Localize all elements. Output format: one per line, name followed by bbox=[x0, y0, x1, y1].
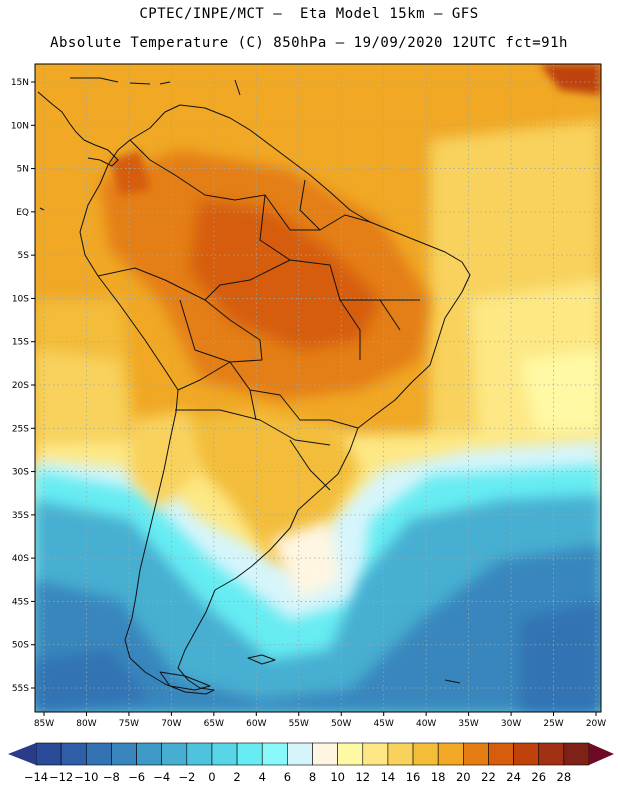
lat-label: 5N bbox=[17, 165, 29, 175]
lat-label: 40S bbox=[12, 554, 29, 564]
lat-label: 50S bbox=[12, 641, 29, 651]
lon-label: 75W bbox=[119, 719, 139, 729]
colorbar-label: −6 bbox=[128, 770, 145, 784]
lat-label: 10S bbox=[12, 294, 29, 304]
temperature-field bbox=[35, 64, 601, 712]
colorbar-label: 28 bbox=[557, 770, 572, 784]
colorbar-label: 26 bbox=[531, 770, 546, 784]
colorbar-swatch bbox=[211, 742, 238, 766]
lat-label: 15N bbox=[11, 78, 29, 88]
lon-label: 30W bbox=[501, 719, 521, 729]
colorbar-swatch bbox=[85, 742, 112, 766]
colorbar-low-arrow bbox=[8, 743, 36, 765]
lat-label: 55S bbox=[12, 684, 29, 694]
lat-label: 10N bbox=[11, 121, 29, 131]
lon-label: 25W bbox=[543, 719, 563, 729]
coastlines bbox=[37, 77, 471, 695]
lon-label: 45W bbox=[374, 719, 394, 729]
colorbar-swatch bbox=[111, 742, 137, 766]
colorbar-label: −8 bbox=[103, 770, 120, 784]
lat-label: EQ bbox=[16, 208, 29, 218]
latitude-axis: 15N 10N 5N EQ 5S 10S 15S 20S 25S 30S 35S 40S 45S 50S 5… bbox=[11, 78, 35, 694]
colorbar-label: 14 bbox=[381, 770, 396, 784]
colorbar-swatch bbox=[387, 742, 414, 766]
colorbar-label: 2 bbox=[233, 770, 240, 784]
lat-label: 35S bbox=[12, 511, 29, 521]
lat-label: 45S bbox=[12, 597, 29, 607]
longitude-axis: 85W 80W 75W 70W 65W 60W 55W 50W 45W 40W 35W 30W 25W 2… bbox=[34, 712, 606, 729]
lat-label: 20S bbox=[12, 381, 29, 391]
colorbar-swatch bbox=[488, 742, 514, 766]
colorbar-swatch bbox=[463, 742, 489, 766]
map-title-line2: Absolute Temperature (C) 850hPa – 19/09/… bbox=[50, 35, 568, 51]
lon-label: 35W bbox=[458, 719, 478, 729]
colorbar-swatch bbox=[563, 742, 590, 766]
colorbar-label: 16 bbox=[406, 770, 421, 784]
colorbar: −14 −12 −10 −8 −6 −4 −2 0 2 4 6 8 10 12 14 16 18 20 22 24 26… bbox=[8, 742, 614, 784]
colorbar-swatch bbox=[161, 742, 188, 766]
colorbar-label: −10 bbox=[74, 770, 98, 784]
colorbar-label: 22 bbox=[481, 770, 496, 784]
colorbar-label: 18 bbox=[431, 770, 446, 784]
colorbar-swatch bbox=[437, 742, 464, 766]
lon-label: 70W bbox=[161, 719, 181, 729]
colorbar-swatch bbox=[261, 742, 288, 766]
lat-label: 30S bbox=[12, 468, 29, 478]
colorbar-high-arrow bbox=[589, 743, 614, 765]
colorbar-swatch bbox=[362, 742, 389, 766]
colorbar-swatch bbox=[513, 742, 540, 766]
colorbar-swatch bbox=[60, 742, 87, 766]
map-frame bbox=[34, 63, 602, 713]
lon-label: 40W bbox=[416, 719, 436, 729]
colorbar-label: 8 bbox=[309, 770, 316, 784]
colorbar-label: −2 bbox=[178, 770, 195, 784]
lon-label: 50W bbox=[331, 719, 351, 729]
colorbar-swatch bbox=[35, 742, 62, 766]
colorbar-label: −14 bbox=[24, 770, 48, 784]
lat-label: 5S bbox=[18, 251, 30, 261]
lon-label: 80W bbox=[76, 719, 96, 729]
colorbar-label: 10 bbox=[330, 770, 345, 784]
colorbar-swatch bbox=[538, 742, 565, 766]
colorbar-label: 12 bbox=[355, 770, 370, 784]
lon-label: 55W bbox=[289, 719, 309, 729]
colorbar-label: −12 bbox=[49, 770, 73, 784]
lon-label: 60W bbox=[246, 719, 266, 729]
lat-lon-grid bbox=[35, 64, 601, 712]
colorbar-label: 0 bbox=[208, 770, 215, 784]
colorbar-swatch bbox=[337, 742, 364, 766]
colorbar-label: 4 bbox=[259, 770, 266, 784]
colorbar-swatch bbox=[236, 742, 263, 766]
colorbar-swatch bbox=[287, 742, 313, 766]
colorbar-swatch bbox=[186, 742, 213, 766]
colorbar-swatch bbox=[136, 742, 162, 766]
colorbar-swatch bbox=[312, 742, 338, 766]
lon-label: 65W bbox=[204, 719, 224, 729]
map-title-line1: CPTEC/INPE/MCT – Eta Model 15km – GFS bbox=[139, 6, 479, 22]
colorbar-label: −4 bbox=[153, 770, 170, 784]
lat-label: 15S bbox=[12, 338, 29, 348]
colorbar-label: 24 bbox=[506, 770, 521, 784]
lon-label: 20W bbox=[586, 719, 606, 729]
colorbar-label: 20 bbox=[456, 770, 471, 784]
colorbar-swatch bbox=[412, 742, 439, 766]
lat-label: 25S bbox=[12, 424, 29, 434]
colorbar-label: 6 bbox=[284, 770, 291, 784]
lon-label: 85W bbox=[34, 719, 54, 729]
